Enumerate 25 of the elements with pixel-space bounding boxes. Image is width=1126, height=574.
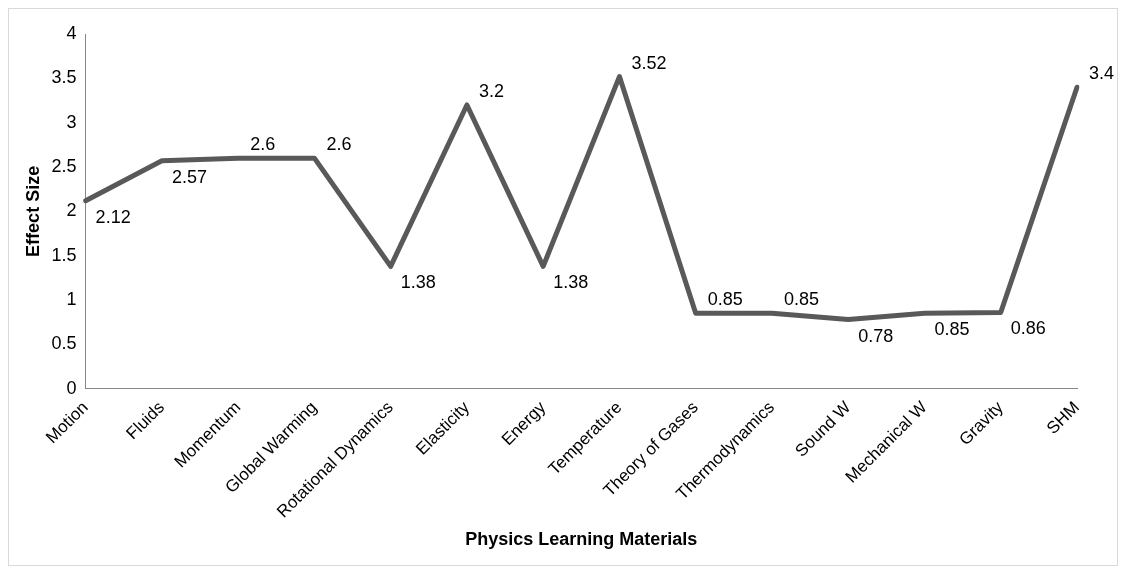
data-label: 0.85 — [934, 319, 970, 340]
data-label: 0.86 — [1010, 318, 1046, 339]
y-tick-label: 4 — [66, 22, 77, 43]
data-label: 1.38 — [400, 272, 436, 293]
data-label: 3.2 — [478, 80, 504, 101]
data-label: 0.85 — [707, 289, 743, 310]
data-label: 0.78 — [858, 325, 894, 346]
y-tick-label: 1 — [66, 289, 77, 310]
y-tick-label: 0 — [66, 377, 77, 398]
y-tick-label: 1.5 — [51, 244, 77, 265]
y-axis-title: Effect Size — [22, 165, 43, 257]
y-tick-label: 2.5 — [51, 156, 77, 176]
data-label: 2.6 — [326, 134, 352, 155]
data-label: 3.4 — [1089, 63, 1115, 84]
x-axis-title: Physics Learning Materials — [465, 529, 698, 550]
y-tick-label: 2 — [66, 200, 77, 221]
data-label: 0.85 — [783, 289, 820, 310]
data-label: 2.12 — [95, 206, 131, 227]
data-label: 3.52 — [631, 52, 667, 73]
data-label: 2.57 — [171, 166, 207, 187]
data-label: 2.6 — [250, 134, 276, 155]
y-tick-label: 3.5 — [51, 67, 77, 88]
data-label: 1.38 — [553, 272, 589, 293]
y-tick-label: 3 — [66, 111, 77, 132]
y-tick-label: 0.5 — [51, 333, 77, 354]
